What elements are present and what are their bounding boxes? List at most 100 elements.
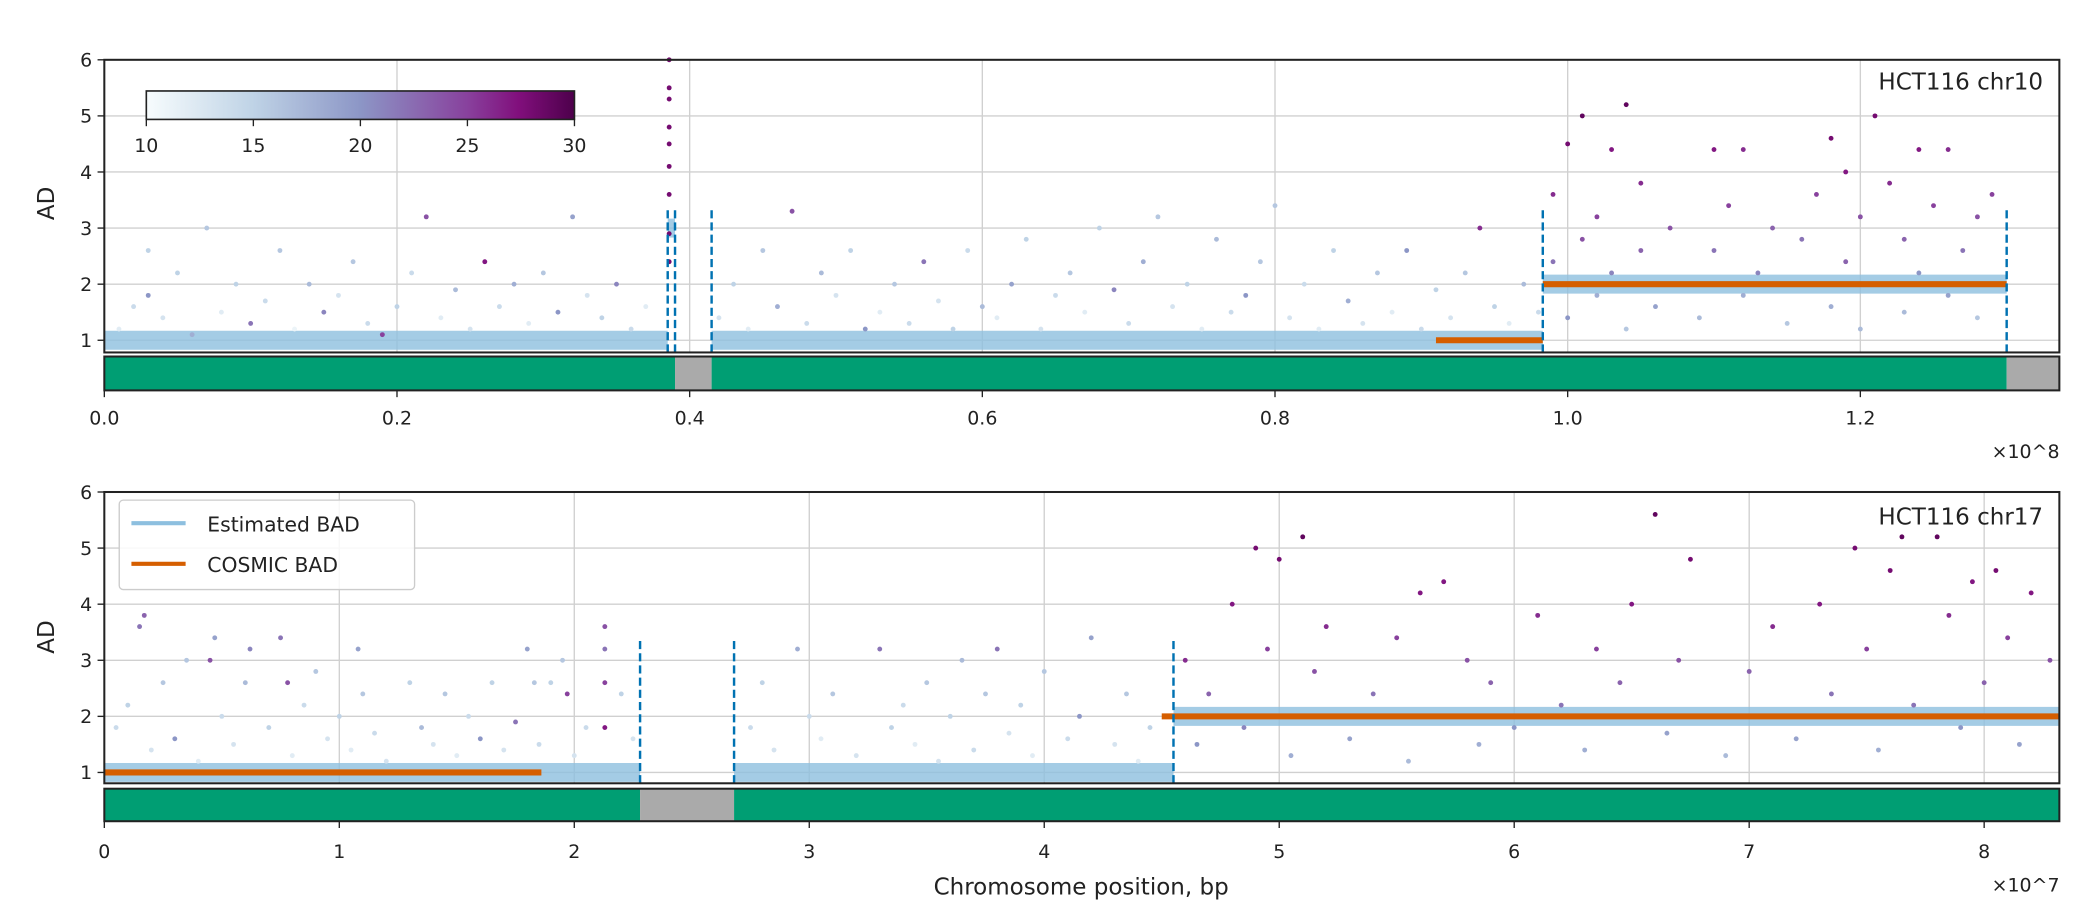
data-point: [409, 270, 415, 276]
data-point: [602, 725, 608, 731]
data-point: [1594, 214, 1600, 220]
data-point: [1565, 141, 1571, 147]
data-point: [1394, 635, 1400, 641]
data-point: [212, 635, 218, 641]
data-point: [184, 657, 190, 663]
x-tick-label: 6: [1508, 841, 1520, 863]
data-point: [1535, 612, 1541, 618]
data-point: [1814, 191, 1819, 197]
data-point: [806, 713, 812, 719]
data-point: [1857, 214, 1863, 220]
data-point: [1067, 270, 1073, 276]
chromosome-bar-frame: [103, 355, 2061, 392]
data-point: [1594, 292, 1600, 298]
data-point: [853, 753, 859, 759]
data-point: [1360, 320, 1366, 326]
data-point: [583, 725, 589, 731]
data-point: [789, 208, 795, 214]
data-point: [947, 713, 953, 719]
data-point: [306, 281, 312, 287]
data-point: [666, 96, 672, 102]
data-point: [1817, 601, 1823, 607]
data-point: [116, 326, 122, 332]
data-point: [818, 270, 824, 276]
data-point: [204, 225, 210, 231]
data-point: [277, 248, 283, 253]
x-tick-label: 0.6: [967, 407, 997, 429]
data-point: [1934, 534, 1940, 540]
data-point: [1488, 680, 1494, 686]
data-point: [501, 747, 507, 753]
data-point: [1887, 180, 1893, 186]
data-point: [1272, 203, 1278, 209]
data-point: [1623, 102, 1629, 108]
data-point: [2047, 657, 2053, 663]
x-tick-label: 0.2: [382, 407, 412, 429]
data-point: [666, 191, 672, 197]
data-point: [748, 725, 753, 731]
data-point: [1969, 579, 1975, 585]
data-point: [1843, 169, 1849, 175]
data-point: [731, 281, 737, 287]
data-point: [818, 736, 824, 742]
data-point: [321, 309, 327, 315]
x-axis-label: Chromosome position, bp: [934, 874, 1229, 900]
data-point: [877, 646, 883, 652]
data-point: [1214, 236, 1219, 242]
legend-cosmic-bad-label: COSMIC BAD: [207, 553, 338, 577]
data-point: [564, 691, 570, 697]
legend-estimated-bad-label: Estimated BAD: [207, 512, 360, 536]
data-point: [1155, 214, 1161, 220]
data-point: [1652, 511, 1658, 517]
data-point: [602, 646, 608, 652]
data-point: [950, 326, 956, 332]
data-point: [1206, 691, 1212, 697]
data-point: [1229, 601, 1235, 607]
data-point: [1476, 741, 1482, 747]
data-point: [716, 315, 722, 321]
data-point: [355, 646, 361, 652]
data-point: [628, 326, 634, 332]
data-point: [325, 736, 330, 742]
axes-frame: [103, 58, 2061, 354]
data-point: [278, 635, 283, 641]
data-point: [1140, 259, 1146, 265]
data-point: [1404, 248, 1410, 253]
data-point: [1023, 236, 1029, 242]
data-point: [1667, 225, 1673, 231]
colorbar-tick-label: 20: [348, 135, 372, 157]
data-point: [584, 292, 590, 298]
data-point: [1506, 320, 1512, 326]
y-tick-label: 1: [80, 762, 92, 784]
data-point: [218, 309, 224, 315]
data-point: [2005, 635, 2011, 641]
data-point: [760, 248, 766, 253]
data-point: [1945, 147, 1951, 152]
data-point: [496, 304, 502, 310]
x-tick-label: 2: [568, 841, 580, 863]
data-point: [148, 747, 154, 753]
data-point: [336, 713, 342, 719]
data-point: [1406, 758, 1411, 764]
data-point: [1374, 270, 1380, 276]
data-point: [889, 725, 894, 731]
data-point: [1558, 702, 1564, 708]
data-point: [804, 320, 810, 326]
data-point: [160, 315, 166, 321]
data-point: [1852, 545, 1858, 551]
data-point: [1241, 725, 1247, 731]
data-point: [935, 298, 941, 304]
data-point: [1316, 326, 1322, 332]
data-point: [1770, 624, 1776, 630]
data-point: [1464, 657, 1470, 663]
data-point: [1312, 669, 1317, 674]
data-point: [482, 259, 488, 265]
data-point: [1265, 646, 1270, 652]
data-point: [1958, 725, 1964, 731]
data-point: [1582, 747, 1588, 753]
y-tick-label: 1: [80, 330, 92, 352]
data-point: [1389, 309, 1395, 315]
data-point: [1170, 304, 1176, 310]
data-point: [1448, 315, 1454, 321]
data-point: [892, 281, 897, 287]
